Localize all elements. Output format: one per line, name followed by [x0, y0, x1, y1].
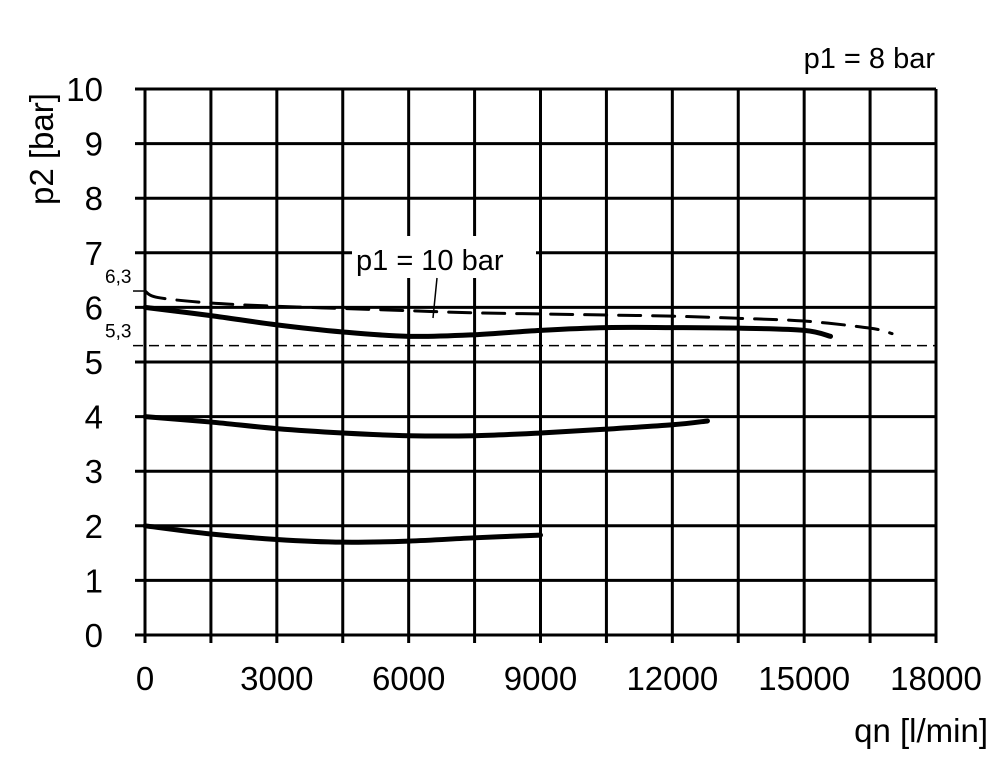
- reference-lines: 6,3 5,3: [105, 267, 936, 347]
- reference-label: 5,3: [105, 322, 131, 343]
- y-tick-label: 5: [85, 344, 103, 381]
- series-line: [142, 523, 543, 545]
- x-tick-label: 18000: [890, 660, 982, 697]
- series-group: [142, 289, 894, 545]
- corner-label: p1 = 8 bar: [804, 43, 936, 75]
- x-tick-label: 3000: [240, 660, 313, 697]
- x-tick-label: 12000: [626, 660, 718, 697]
- y-tick-label: 6: [85, 289, 103, 326]
- series-line-dashed: [143, 289, 894, 336]
- grid: [135, 87, 938, 643]
- y-axis-label: p2 [bar]: [23, 93, 60, 205]
- x-axis-label: qn [l/min]: [854, 712, 988, 749]
- series-line: [142, 304, 834, 339]
- series-line: [142, 414, 710, 439]
- reference-label: 6,3: [105, 267, 131, 288]
- y-tick-label: 7: [85, 235, 103, 272]
- y-tick-label: 2: [85, 508, 103, 545]
- annotation-leader: [432, 277, 438, 319]
- annotation-label: p1 = 10 bar: [356, 245, 504, 277]
- y-tick-label: 0: [85, 617, 103, 654]
- x-tick-label: 15000: [758, 660, 850, 697]
- y-tick-label: 1: [85, 562, 103, 599]
- y-tick-label: 9: [85, 126, 103, 163]
- x-tick-label: 9000: [504, 660, 577, 697]
- y-tick-label: 10: [66, 71, 103, 108]
- y-tick-label: 8: [85, 180, 103, 217]
- x-tick-label: 6000: [372, 660, 445, 697]
- y-tick-label: 4: [85, 399, 103, 436]
- tick-labels: 0 3000 6000 9000 12000 15000 18000 0 1 2 3 4 5 6 7 8 9 10: [66, 71, 982, 697]
- annotation-background: [352, 236, 536, 278]
- x-tick-label: 0: [136, 660, 154, 697]
- y-tick-label: 3: [85, 453, 103, 490]
